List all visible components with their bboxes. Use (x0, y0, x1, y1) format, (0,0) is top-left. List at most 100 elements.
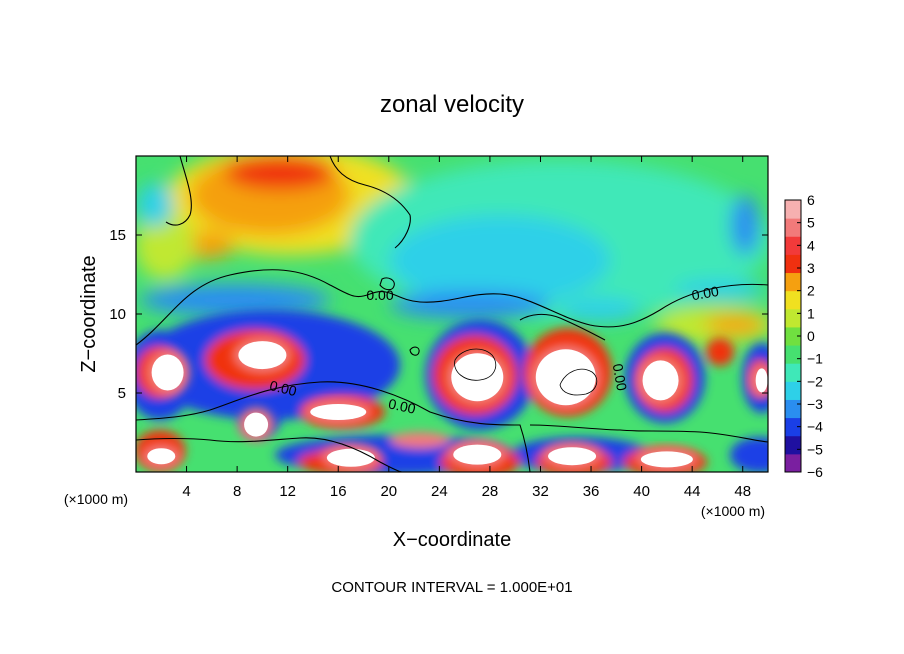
x-tick-label-8: 32 (532, 483, 549, 500)
jet-core-11 (640, 451, 693, 468)
chart-title: zonal velocity (380, 91, 524, 118)
colorbar-label-5: 2 (807, 283, 815, 299)
colorbar-segment-12 (785, 254, 801, 274)
colorbar-label-10: −3 (807, 396, 823, 412)
field-region-13 (390, 291, 550, 319)
jet-core-5 (642, 360, 679, 401)
jet-core-1 (238, 341, 287, 370)
colorbar-label-8: −1 (807, 351, 823, 367)
colorbar-label-12: −5 (807, 441, 823, 457)
jet-core-6 (151, 354, 184, 391)
x-tick-label-4: 16 (330, 483, 347, 500)
colorbar-label-7: 0 (807, 328, 815, 344)
y-axis-label: Z−coordinate (78, 255, 100, 372)
x-tick-label-10: 40 (633, 483, 650, 500)
colorbar-segment-8 (785, 326, 801, 346)
jet-core-10 (548, 447, 597, 466)
plot-area (136, 156, 768, 472)
x-tick-label-6: 24 (431, 483, 448, 500)
colorbar-label-13: −6 (807, 464, 823, 480)
contour-label-1: 0.00 (366, 287, 393, 303)
x-unit-left: (×1000 m) (64, 491, 128, 507)
x-tick-label-1: 4 (182, 483, 190, 500)
colorbar-segment-13 (785, 236, 801, 255)
zero-contour-2 (136, 381, 531, 472)
zero-contours (136, 156, 768, 472)
jet-core-2 (310, 403, 367, 420)
contour-interval-note: CONTOUR INTERVAL = 1.000E+01 (331, 579, 572, 596)
colorbar-segment-15 (785, 200, 801, 219)
x-tick-label-11: 44 (684, 483, 701, 500)
field-region-7 (390, 215, 610, 305)
field-band-23 (390, 432, 450, 448)
colorbar-label-1: 6 (807, 192, 815, 208)
zero-contour-5 (329, 156, 411, 249)
field-region-15 (675, 280, 765, 300)
colorbar: 6 5 4 3 2 1 0 −1 −2 −3 −4 −5 −6 (784, 192, 823, 480)
contour-label-5: 0.00 (610, 362, 631, 392)
jet-core-4 (535, 349, 596, 406)
colorbar-label-4: 3 (807, 260, 815, 276)
field-region-5 (136, 210, 195, 280)
zero-contour-1 (136, 269, 768, 346)
jet-cores (141, 336, 768, 472)
zero-contour-4 (136, 437, 403, 472)
x-axis-label: X−coordinate (393, 529, 511, 551)
x-tick-label-12: 48 (734, 483, 751, 500)
jet-core-9 (453, 444, 502, 465)
contour-label-2: 0.00 (268, 377, 299, 399)
colorbar-segment-1 (785, 453, 801, 473)
x-tick-label-7: 28 (482, 483, 499, 500)
colorbar-segment-6 (785, 363, 801, 382)
y-tick-label-3: 15 (109, 227, 126, 244)
zero-contour-6 (165, 156, 192, 226)
colorbar-label-3: 4 (807, 237, 815, 253)
zero-contour-7 (379, 277, 395, 291)
zero-contour-8 (409, 346, 420, 356)
jet-core-7 (755, 368, 768, 393)
colorbar-segment-9 (785, 308, 801, 328)
zero-contour-10 (559, 368, 598, 396)
x-unit-right: (×1000 m) (701, 503, 765, 519)
colorbar-segment-4 (785, 399, 801, 419)
jet-core-12 (147, 448, 176, 465)
colorbar-label-2: 5 (807, 215, 815, 231)
zero-contour-3 (529, 424, 768, 443)
y-axis: 5 10 15 (109, 227, 768, 402)
x-tick-label-2: 8 (233, 483, 241, 500)
zero-contour-9 (519, 313, 606, 341)
colorbar-segment-3 (785, 417, 801, 437)
colorbar-label-9: −2 (807, 373, 823, 389)
colorbar-segment-5 (785, 381, 801, 400)
colorbar-segment-10 (785, 290, 801, 310)
field-region-8 (731, 195, 759, 255)
field-soft-layer (136, 156, 768, 345)
field-region-3 (225, 156, 335, 190)
x-axis: 4 8 12 16 20 24 28 32 36 40 44 48 (182, 156, 751, 500)
field-band-8 (730, 437, 768, 472)
x-tick-label-5: 20 (380, 483, 397, 500)
colorbar-segment-2 (785, 435, 801, 455)
field-region-9 (137, 183, 173, 227)
y-tick-label-2: 10 (109, 306, 126, 323)
field-region-11 (705, 315, 765, 335)
contour-label-4: 0.00 (690, 283, 720, 304)
x-tick-label-9: 36 (583, 483, 600, 500)
colorbar-segment-14 (785, 218, 801, 237)
field-region-14 (560, 298, 640, 322)
contour-labels: 0.00 0.00 0.00 0.00 0.00 (268, 283, 720, 417)
jet-core-8 (326, 448, 375, 467)
colorbar-segment-11 (785, 272, 801, 292)
field-band-22 (706, 338, 734, 366)
colorbar-label-6: 1 (807, 305, 815, 321)
velocity-field (136, 156, 768, 472)
colorbar-label-11: −4 (807, 419, 823, 435)
y-tick-label-1: 5 (118, 385, 126, 402)
colorbar-segment-7 (785, 345, 801, 364)
x-tick-label-3: 12 (279, 483, 296, 500)
contour-label-3: 0.00 (387, 395, 417, 416)
field-region-12 (140, 284, 330, 316)
jet-core-3 (451, 353, 504, 402)
zero-contour-11 (454, 348, 497, 381)
